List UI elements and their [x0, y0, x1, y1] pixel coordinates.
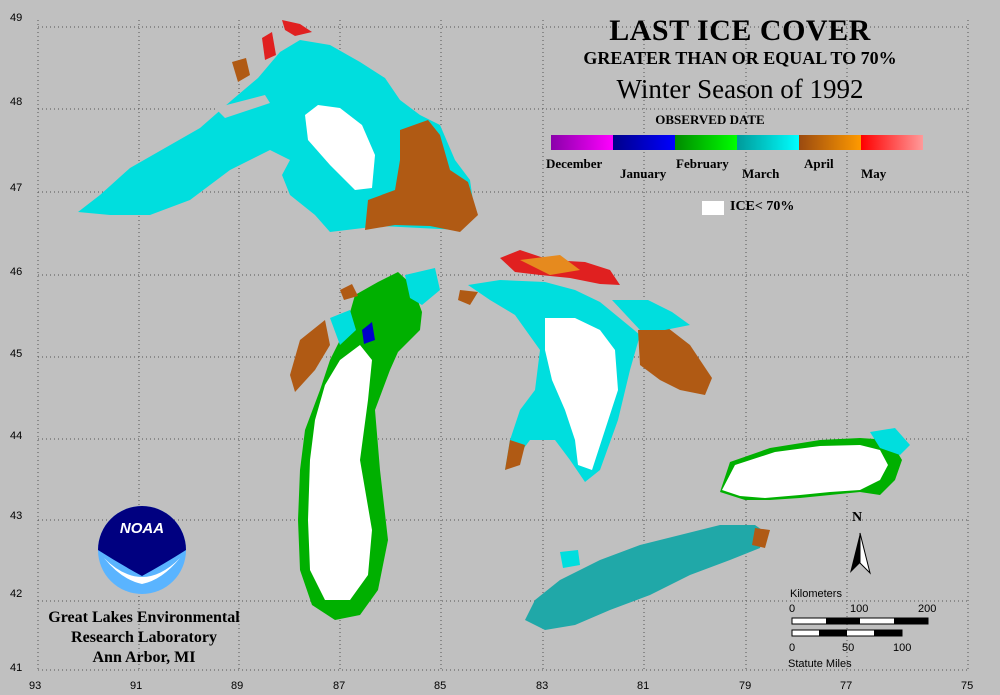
lat-tick: 49 [10, 12, 23, 24]
lat-tick: 41 [10, 662, 23, 674]
scale-km-tick: 0 [789, 603, 796, 615]
legend-month-april: April [804, 156, 834, 171]
legend-swatch-may [861, 135, 923, 150]
lat-tick: 46 [10, 266, 23, 278]
legend-month-january: January [620, 166, 667, 181]
north-label: N [852, 510, 863, 525]
lab-location: Ann Arbor, MI [92, 649, 196, 666]
map-subtitle: GREATER THAN OR EQUAL TO 70% [583, 48, 897, 68]
scale-mi-title: Statute Miles [788, 658, 852, 670]
lat-tick: 42 [10, 588, 23, 600]
season-label: Winter Season of 1992 [616, 74, 864, 104]
legend-swatch-february [675, 135, 737, 150]
lon-tick: 93 [29, 680, 42, 692]
lake-erie [525, 525, 770, 630]
lon-tick: 87 [333, 680, 346, 692]
lon-tick: 81 [637, 680, 650, 692]
legend-swatch-march [737, 135, 799, 150]
legend-swatch-april [799, 135, 861, 150]
scale-km-title: Kilometers [790, 588, 842, 600]
map-title: LAST ICE COVER [609, 14, 871, 47]
legend-month-december: December [546, 156, 603, 171]
lat-tick: 45 [10, 348, 23, 360]
scale-mi-tick: 50 [842, 642, 855, 654]
lon-tick: 77 [840, 680, 853, 692]
noaa-logo-text: NOAA [119, 520, 165, 537]
north-arrow [850, 532, 871, 575]
ice-below-70-swatch [702, 201, 724, 215]
legend-swatch-january [613, 135, 675, 150]
scale-bar-mi [791, 629, 903, 637]
noaa-logo [98, 506, 186, 594]
lake-michigan [290, 268, 440, 620]
lon-tick: 83 [536, 680, 549, 692]
lon-tick: 85 [434, 680, 447, 692]
legend-month-march: March [742, 166, 780, 181]
legend-swatch-december [551, 135, 613, 150]
legend-month-february: February [676, 156, 729, 171]
scale-mi-tick: 0 [789, 642, 796, 654]
legend-color-bar [551, 135, 923, 150]
lon-tick: 79 [739, 680, 752, 692]
scale-km-tick: 200 [918, 603, 937, 615]
lake-huron [458, 250, 712, 482]
lon-tick: 75 [961, 680, 974, 692]
scale-km-tick: 100 [850, 603, 869, 615]
lab-name-line2: Research Laboratory [71, 629, 217, 646]
lake-ontario [720, 428, 910, 500]
legend-month-may: May [861, 166, 887, 181]
lat-tick: 44 [10, 430, 23, 442]
lon-tick: 89 [231, 680, 244, 692]
ice-below-70-label: ICE< 70% [730, 199, 795, 214]
scale-mi-tick: 100 [893, 642, 912, 654]
lake-superior [78, 20, 478, 232]
lab-name-line1: Great Lakes Environmental [48, 609, 240, 626]
lat-tick: 47 [10, 182, 23, 194]
scale-bar-km [791, 617, 929, 625]
lat-tick: 48 [10, 96, 23, 108]
lat-tick: 43 [10, 510, 23, 522]
legend-title: OBSERVED DATE [655, 112, 765, 127]
lon-tick: 91 [130, 680, 143, 692]
